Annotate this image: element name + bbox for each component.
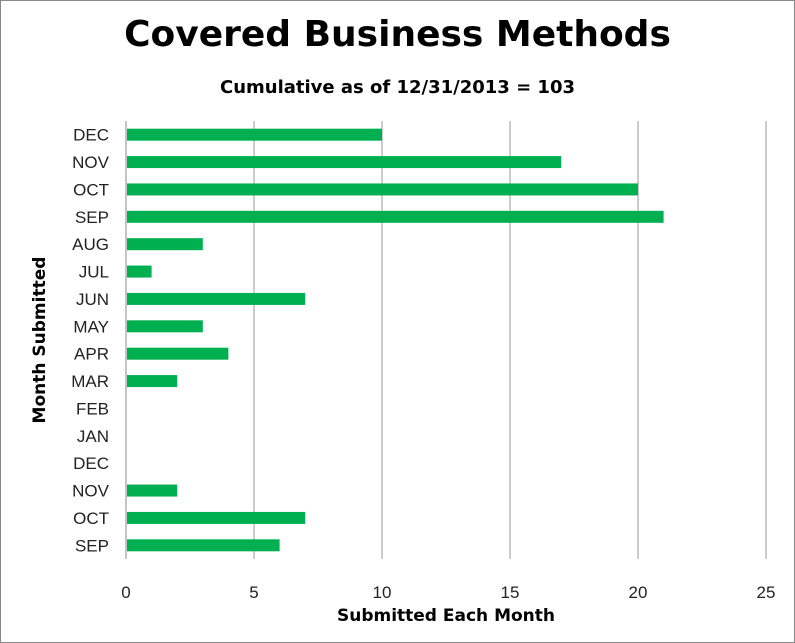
y-tick-label: SEP bbox=[75, 536, 109, 555]
bar-oct-14 bbox=[127, 512, 305, 524]
y-axis-label: Month Submitted bbox=[30, 240, 50, 440]
bar-aug-4 bbox=[127, 238, 203, 250]
bar-mar-9 bbox=[127, 375, 177, 387]
bar-jul-5 bbox=[127, 266, 152, 278]
y-tick-label: OCT bbox=[73, 509, 109, 528]
y-tick-label: JUN bbox=[76, 290, 109, 309]
y-tick-label: JAN bbox=[77, 427, 109, 446]
y-tick-label: NOV bbox=[72, 482, 110, 501]
y-tick-label: JUL bbox=[79, 263, 109, 282]
bar-chart: 0 5 10 15 20 25 DEC NOV OCT SEP AUG JUL JUN MAY APR MAR… bbox=[0, 0, 795, 643]
x-tick-label: 15 bbox=[501, 583, 520, 602]
bar-oct-2 bbox=[127, 183, 638, 195]
y-tick-label: DEC bbox=[73, 454, 109, 473]
y-tick-label: MAY bbox=[73, 317, 109, 336]
x-tick-label: 25 bbox=[757, 583, 776, 602]
x-tick-label: 0 bbox=[121, 583, 130, 602]
x-tick-label: 20 bbox=[629, 583, 648, 602]
x-tick-label: 5 bbox=[249, 583, 258, 602]
bar-apr-8 bbox=[127, 348, 228, 360]
x-tick-label: 10 bbox=[373, 583, 392, 602]
bar-nov-13 bbox=[127, 485, 177, 497]
y-tick-label: SEP bbox=[75, 208, 109, 227]
bar-dec-0 bbox=[127, 129, 382, 141]
y-tick-label: NOV bbox=[72, 153, 110, 172]
bar-may-7 bbox=[127, 320, 203, 332]
y-tick-label: AUG bbox=[72, 235, 109, 254]
y-tick-label: OCT bbox=[73, 180, 109, 199]
bar-jun-6 bbox=[127, 293, 305, 305]
y-tick-label: MAR bbox=[71, 372, 109, 391]
bar-nov-1 bbox=[127, 156, 561, 168]
bar-sep-15 bbox=[127, 539, 280, 551]
y-tick-label: APR bbox=[74, 345, 109, 364]
x-axis-label: Submitted Each Month bbox=[126, 606, 766, 626]
y-tick-label: FEB bbox=[76, 399, 109, 418]
bar-sep-3 bbox=[127, 211, 664, 223]
y-tick-label: DEC bbox=[73, 126, 109, 145]
